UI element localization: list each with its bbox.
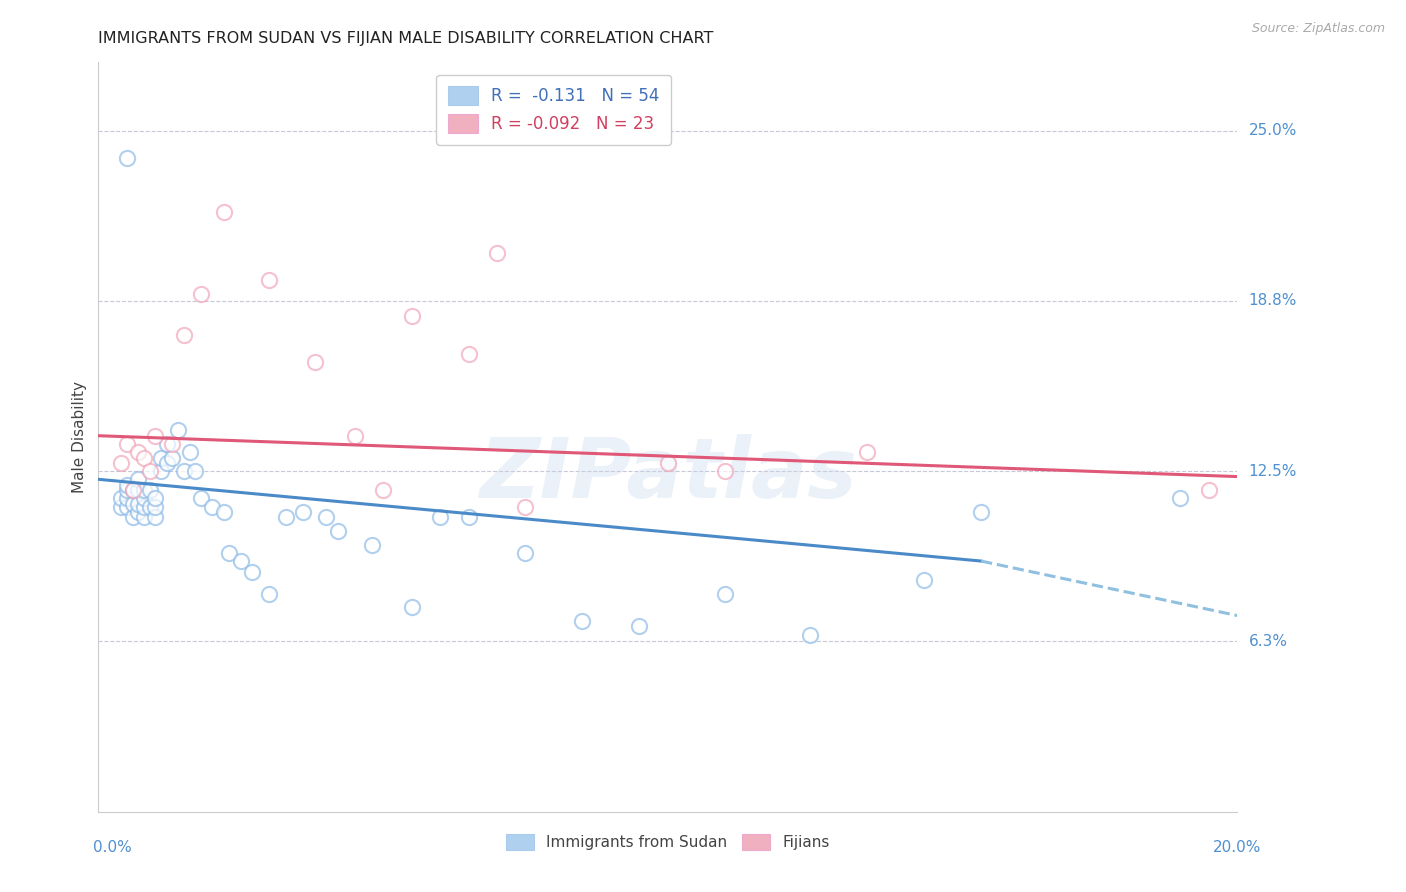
Point bbox=[571, 614, 593, 628]
Point bbox=[229, 554, 252, 568]
Point bbox=[457, 510, 479, 524]
Point bbox=[429, 510, 451, 524]
Point bbox=[360, 538, 382, 552]
Point bbox=[657, 456, 679, 470]
Point bbox=[162, 437, 184, 451]
Point bbox=[1198, 483, 1220, 498]
Text: 0.0%: 0.0% bbox=[93, 840, 132, 855]
Point bbox=[156, 437, 179, 451]
Point bbox=[110, 500, 132, 514]
Point bbox=[145, 428, 167, 442]
Point bbox=[515, 500, 537, 514]
Point bbox=[212, 205, 235, 219]
Point bbox=[121, 483, 143, 498]
Point bbox=[259, 587, 281, 601]
Point bbox=[110, 456, 132, 470]
Point bbox=[212, 505, 235, 519]
Point bbox=[259, 273, 281, 287]
Text: Source: ZipAtlas.com: Source: ZipAtlas.com bbox=[1251, 22, 1385, 36]
Point bbox=[315, 510, 337, 524]
Point bbox=[115, 151, 138, 165]
Point bbox=[401, 309, 423, 323]
Point bbox=[190, 491, 212, 506]
Point bbox=[156, 456, 179, 470]
Point bbox=[132, 510, 155, 524]
Point bbox=[912, 573, 935, 587]
Point bbox=[714, 464, 737, 478]
Point bbox=[326, 524, 349, 538]
Point bbox=[515, 546, 537, 560]
Point bbox=[179, 445, 201, 459]
Point bbox=[292, 505, 315, 519]
Point bbox=[127, 497, 149, 511]
Text: IMMIGRANTS FROM SUDAN VS FIJIAN MALE DISABILITY CORRELATION CHART: IMMIGRANTS FROM SUDAN VS FIJIAN MALE DIS… bbox=[98, 31, 714, 46]
Point bbox=[115, 477, 138, 491]
Point bbox=[201, 500, 224, 514]
Point bbox=[145, 510, 167, 524]
Point bbox=[486, 246, 509, 260]
Text: 12.5%: 12.5% bbox=[1249, 464, 1298, 479]
Point bbox=[150, 464, 173, 478]
Point bbox=[115, 483, 138, 498]
Point bbox=[127, 472, 149, 486]
Point bbox=[127, 505, 149, 519]
Point bbox=[121, 497, 143, 511]
Point bbox=[115, 500, 138, 514]
Text: 6.3%: 6.3% bbox=[1249, 634, 1288, 648]
Point bbox=[173, 327, 195, 342]
Point bbox=[138, 464, 160, 478]
Point bbox=[162, 450, 184, 465]
Point bbox=[714, 587, 737, 601]
Point bbox=[343, 428, 366, 442]
Point bbox=[138, 483, 160, 498]
Point bbox=[127, 445, 149, 459]
Point bbox=[190, 287, 212, 301]
Point bbox=[1170, 491, 1192, 506]
Point bbox=[145, 500, 167, 514]
Point bbox=[628, 619, 651, 633]
Point bbox=[115, 491, 138, 506]
Point bbox=[240, 565, 263, 579]
Point bbox=[276, 510, 298, 524]
Point bbox=[150, 450, 173, 465]
Point bbox=[970, 505, 993, 519]
Legend: Immigrants from Sudan, Fijians: Immigrants from Sudan, Fijians bbox=[501, 829, 835, 856]
Point bbox=[115, 437, 138, 451]
Point bbox=[132, 491, 155, 506]
Point bbox=[127, 483, 149, 498]
Text: 25.0%: 25.0% bbox=[1249, 123, 1298, 138]
Point bbox=[401, 600, 423, 615]
Text: ZIPatlas: ZIPatlas bbox=[479, 434, 856, 515]
Point bbox=[856, 445, 879, 459]
Point bbox=[373, 483, 395, 498]
Point bbox=[138, 500, 160, 514]
Point bbox=[304, 355, 326, 369]
Text: 20.0%: 20.0% bbox=[1213, 840, 1261, 855]
Point bbox=[457, 347, 479, 361]
Point bbox=[132, 500, 155, 514]
Point bbox=[110, 491, 132, 506]
Point bbox=[132, 483, 155, 498]
Y-axis label: Male Disability: Male Disability bbox=[72, 381, 87, 493]
Point bbox=[167, 423, 190, 437]
Point bbox=[132, 450, 155, 465]
Point bbox=[121, 510, 143, 524]
Text: 18.8%: 18.8% bbox=[1249, 293, 1298, 309]
Point bbox=[145, 491, 167, 506]
Point bbox=[799, 627, 821, 641]
Point bbox=[184, 464, 207, 478]
Point bbox=[218, 546, 240, 560]
Point bbox=[173, 464, 195, 478]
Point bbox=[121, 483, 143, 498]
